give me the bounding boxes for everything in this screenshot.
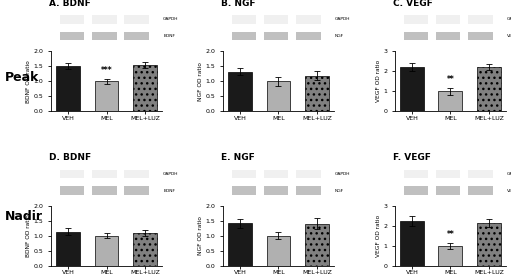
Bar — [264, 15, 289, 24]
Bar — [92, 32, 117, 40]
Text: D. BDNF: D. BDNF — [49, 153, 91, 162]
Y-axis label: BDNF OD ratio: BDNF OD ratio — [26, 214, 31, 257]
Bar — [133, 65, 157, 111]
Bar — [232, 32, 257, 40]
Text: GAPDH: GAPDH — [507, 17, 511, 21]
Bar — [438, 91, 462, 111]
Bar — [296, 170, 320, 178]
Bar — [56, 232, 80, 266]
Text: VEGF: VEGF — [507, 34, 511, 38]
Text: GAPDH: GAPDH — [335, 17, 351, 21]
Bar — [92, 170, 117, 178]
Bar — [438, 246, 462, 266]
Text: E. NGF: E. NGF — [221, 153, 254, 162]
Bar — [468, 32, 493, 40]
Text: GAPDH: GAPDH — [163, 17, 179, 21]
Bar — [296, 32, 320, 40]
Bar — [95, 81, 119, 111]
Bar — [60, 32, 84, 40]
Bar — [124, 32, 149, 40]
Text: ***: *** — [101, 66, 112, 75]
Bar — [404, 15, 428, 24]
Bar — [436, 32, 460, 40]
Y-axis label: BDNF OD ratio: BDNF OD ratio — [26, 60, 31, 102]
Text: NGF: NGF — [335, 34, 344, 38]
Bar — [305, 76, 329, 111]
Text: **: ** — [447, 75, 454, 84]
Text: GAPDH: GAPDH — [335, 172, 351, 176]
Bar — [232, 186, 257, 195]
Bar — [468, 186, 493, 195]
Bar — [404, 32, 428, 40]
Bar — [436, 15, 460, 24]
Text: Peak: Peak — [5, 71, 39, 84]
Text: GAPDH: GAPDH — [163, 172, 179, 176]
Text: B. NGF: B. NGF — [221, 0, 256, 7]
Bar — [232, 170, 257, 178]
Bar — [95, 236, 119, 266]
Bar — [264, 32, 289, 40]
Bar — [264, 170, 289, 178]
Text: NGF: NGF — [335, 189, 344, 193]
Bar — [124, 186, 149, 195]
Bar — [436, 170, 460, 178]
Bar — [60, 170, 84, 178]
Bar — [477, 223, 501, 266]
Bar — [400, 221, 424, 266]
Y-axis label: NGF OD ratio: NGF OD ratio — [198, 62, 203, 101]
Text: BDNF: BDNF — [163, 189, 175, 193]
Bar — [477, 67, 501, 111]
Bar — [404, 170, 428, 178]
Bar — [228, 71, 252, 111]
Text: **: ** — [447, 230, 454, 239]
Bar — [267, 81, 290, 111]
Bar — [267, 236, 290, 266]
Y-axis label: VEGF OD ratio: VEGF OD ratio — [376, 215, 381, 257]
Bar — [468, 170, 493, 178]
Bar — [264, 186, 289, 195]
Bar — [404, 186, 428, 195]
Bar — [124, 170, 149, 178]
Text: F. VEGF: F. VEGF — [393, 153, 431, 162]
Bar — [56, 66, 80, 111]
Bar — [60, 15, 84, 24]
Bar — [124, 15, 149, 24]
Bar — [436, 186, 460, 195]
Bar — [60, 186, 84, 195]
Text: Nadir: Nadir — [5, 210, 43, 222]
Bar — [228, 223, 252, 266]
Text: VEGF: VEGF — [507, 189, 511, 193]
Bar — [400, 67, 424, 111]
Text: A. BDNF: A. BDNF — [49, 0, 90, 7]
Bar — [232, 15, 257, 24]
Bar — [468, 15, 493, 24]
Bar — [92, 186, 117, 195]
Text: GAPDH: GAPDH — [507, 172, 511, 176]
Bar — [305, 224, 329, 266]
Y-axis label: NGF OD ratio: NGF OD ratio — [198, 216, 203, 255]
Bar — [296, 186, 320, 195]
Y-axis label: VEGF OD ratio: VEGF OD ratio — [376, 60, 381, 102]
Text: C. VEGF: C. VEGF — [393, 0, 432, 7]
Bar — [92, 15, 117, 24]
Bar — [296, 15, 320, 24]
Text: BDNF: BDNF — [163, 34, 175, 38]
Bar — [133, 234, 157, 266]
